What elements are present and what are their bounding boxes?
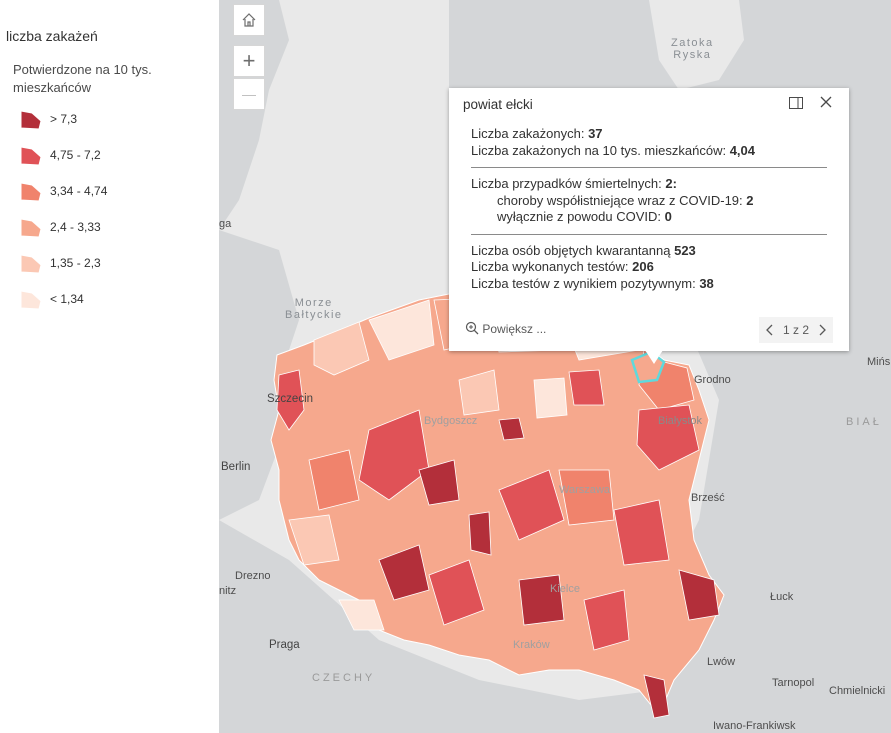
popup-pager: 1 z 2 [759,317,833,343]
quarantine-row: Liczba osób objętych kwarantanną 523 [471,242,696,258]
label-drezno: Drezno [235,570,271,582]
legend-label: < 1,34 [50,292,84,306]
magnifier-icon [465,321,479,335]
label-lwow: Lwów [707,656,736,668]
legend-subtitle: Potwierdzone na 10 tys. mieszkańców [13,62,152,95]
popup-title: powiat ełcki [463,97,533,112]
zoom-to-label: Powiększ ... [482,322,547,336]
legend-swatch [20,218,42,238]
chevron-right-icon[interactable] [819,324,827,336]
comorbid-row: choroby współistniejące wraz z COVID-19:… [497,192,754,208]
popup-pointer [645,350,663,364]
legend-title: liczba zakażeń [6,28,98,44]
legend-swatch [20,146,42,166]
zoom-out-button[interactable]: — [233,78,265,110]
legend-item: > 7,3 [18,109,208,131]
pager-text: 1 z 2 [783,323,810,337]
zoom-to-button[interactable]: Powiększ ... [465,321,546,336]
label-iwano: Iwano-Frankiwsk [713,720,796,732]
label-ga: ga [219,218,232,230]
label-warszawa: Warszawa [559,484,610,496]
label-tarnopol: Tarnopol [772,677,815,689]
label-bial: BIAŁ [846,416,882,428]
tests-row: Liczba wykonanych testów: 206 [471,259,654,274]
label-praga: Praga [269,639,300,651]
chevron-left-icon[interactable] [765,324,773,336]
legend-swatch [20,254,42,274]
rate-row: Liczba zakażonych na 10 tys. mieszkańców… [471,142,756,158]
divider [471,233,827,235]
legend-label: > 7,3 [50,112,78,126]
legend-item: 2,4 - 3,33 [18,217,208,239]
home-button[interactable] [233,4,265,36]
label-czechy: CZECHY [312,672,376,684]
label-bialystok: Białystok [658,415,703,427]
label-zatoka: Zatoka Ryska [671,37,714,61]
covid-only-row: wyłącznie z powodu COVID: 0 [497,209,672,224]
legend-swatch [20,182,42,202]
popup-content: Liczba zakażonych: 37 Liczba zakażonych … [471,126,827,292]
label-morze: Morze Bałtyckie [285,297,343,321]
legend-panel: liczba zakażeń Potwierdzone na 10 tys. m… [0,0,219,733]
legend-swatch [20,110,42,130]
legend-item: < 1,34 [18,289,208,311]
legend-swatch [20,290,42,310]
legend-label: 1,35 - 2,3 [50,256,101,270]
zoom-in-button[interactable]: + [233,45,265,77]
close-icon[interactable] [819,95,833,109]
feature-popup: powiat ełcki Liczba zakażonych: 37 Liczb… [449,88,849,351]
cases-row: Liczba zakażonych: 37 [471,126,603,141]
land-west [219,230,299,520]
legend-label: 4,75 - 7,2 [50,148,101,162]
gulf-of-riga [649,0,744,90]
legend-item: 3,34 - 4,74 [18,181,208,203]
label-chmielnicki: Chmielnicki [829,685,886,697]
label-mins: Mińs [867,356,891,368]
home-icon [242,13,256,27]
legend-label: 3,34 - 4,74 [50,184,108,198]
legend-item: 1,35 - 2,3 [18,253,208,275]
label-szczecin: Szczecin [267,393,314,405]
label-brzesc: Brześć [691,492,725,504]
positive-row: Liczba testów z wynikiem pozytywnym: 38 [471,275,714,291]
label-bydgoszcz: Bydgoszcz [424,415,478,427]
label-berlin: Berlin [221,461,251,473]
divider [471,167,827,168]
label-grodno: Grodno [694,374,731,386]
legend-item: 4,75 - 7,2 [18,145,208,167]
legend-label: 2,4 - 3,33 [50,220,101,234]
label-luck: Łuck [770,591,794,603]
label-krakow: Kraków [513,639,550,651]
label-nitz: nitz [219,585,237,597]
land-south [219,520,659,733]
dock-icon[interactable] [789,97,803,109]
deaths-row: Liczba przypadków śmiertelnych: 2: [471,176,677,191]
label-kielce: Kielce [550,583,580,595]
